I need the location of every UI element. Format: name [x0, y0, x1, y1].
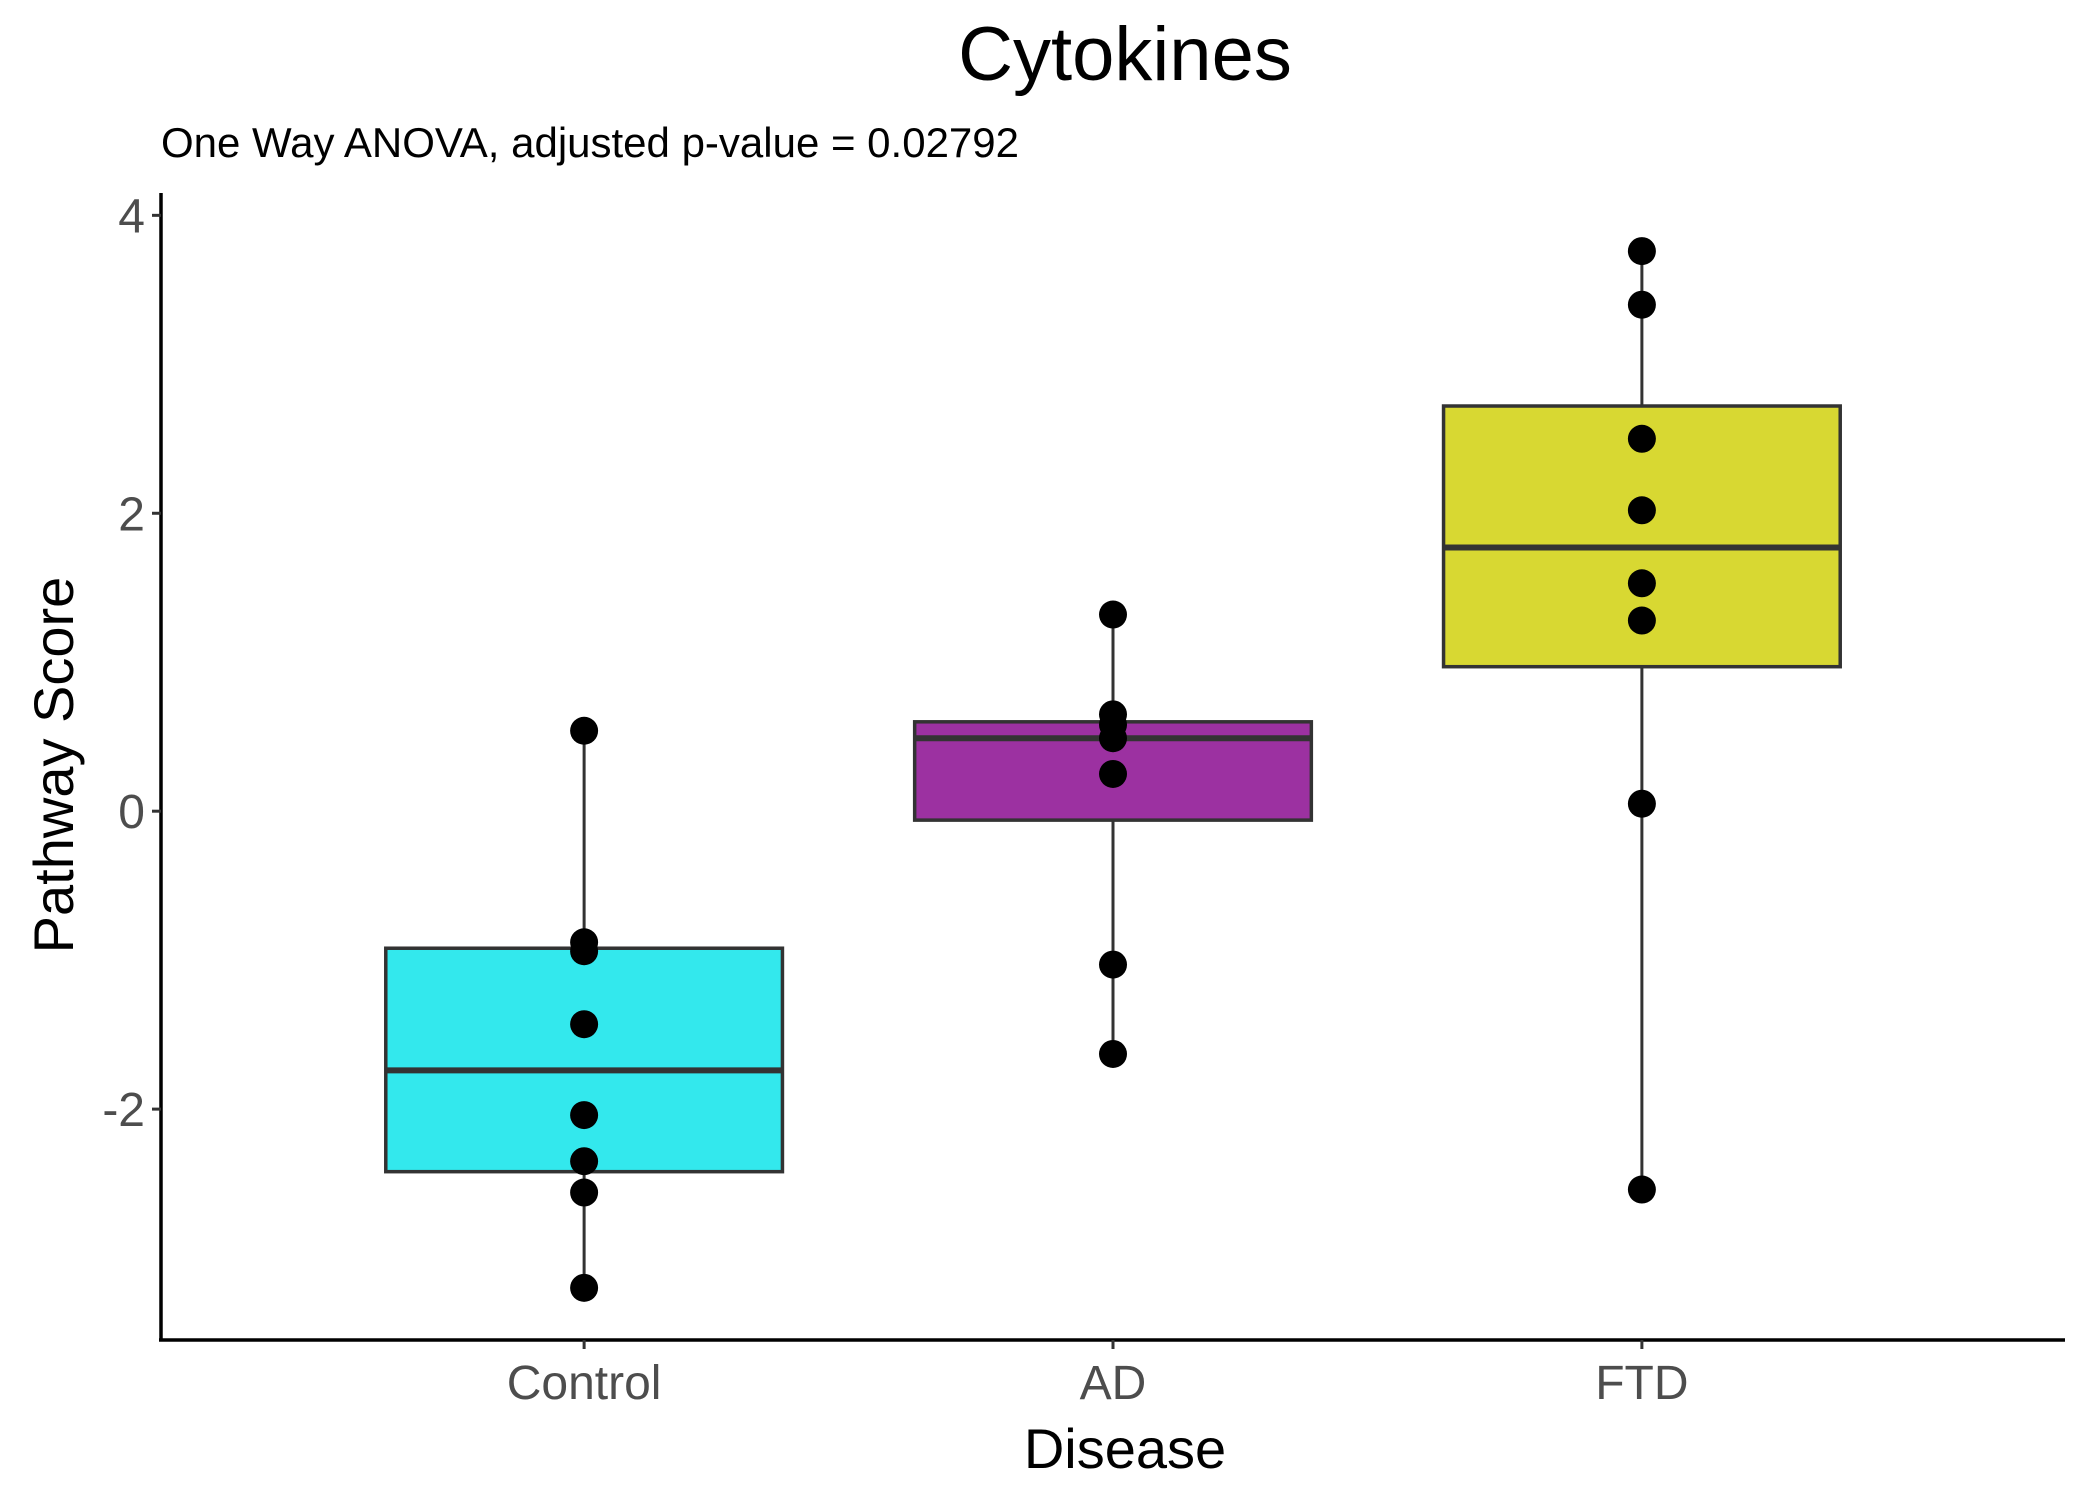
data-point-ftd [1627, 569, 1656, 598]
data-point-control [570, 1010, 599, 1039]
x-tick-label-ad: AD [1080, 1357, 1147, 1410]
data-point-control [570, 1273, 599, 1302]
data-point-control [570, 1178, 599, 1207]
data-point-ad [1099, 759, 1127, 788]
data-point-control [570, 1147, 599, 1176]
data-point-ftd [1627, 237, 1656, 266]
data-point-control [570, 1101, 599, 1130]
data-point-ad [1099, 1039, 1127, 1068]
data-point-ftd [1627, 789, 1656, 818]
data-point-ftd [1627, 606, 1656, 635]
data-point-ftd [1627, 496, 1656, 525]
y-axis-ticks: -2 0 2 4 [102, 190, 161, 1137]
y-tick-label: 4 [118, 190, 145, 243]
box-control [384, 946, 785, 1174]
x-tick-label-control: Control [507, 1357, 662, 1410]
chart-subtitle: One Way ANOVA, adjusted p-value = 0.0279… [161, 119, 1019, 166]
y-tick-label: 2 [118, 488, 145, 541]
boxes-layer [384, 251, 1842, 1288]
x-axis-ticks: Control AD FTD [507, 1340, 1689, 1410]
data-point-ad [1099, 724, 1127, 753]
points-layer [570, 237, 1656, 1302]
data-point-control [570, 937, 599, 966]
data-point-ad [1099, 600, 1127, 629]
data-point-ftd [1627, 290, 1656, 319]
chart-title: Cytokines [958, 12, 1292, 97]
y-tick-label: -2 [102, 1084, 145, 1137]
data-point-ftd [1627, 1175, 1656, 1204]
x-axis-title: Disease [1024, 1417, 1226, 1480]
data-point-control [570, 716, 599, 745]
y-tick-label: 0 [118, 786, 145, 839]
y-axis-title: Pathway Score [22, 577, 85, 954]
data-point-ftd [1627, 424, 1656, 453]
x-tick-label-ftd: FTD [1595, 1357, 1688, 1410]
data-point-ad [1099, 950, 1127, 979]
